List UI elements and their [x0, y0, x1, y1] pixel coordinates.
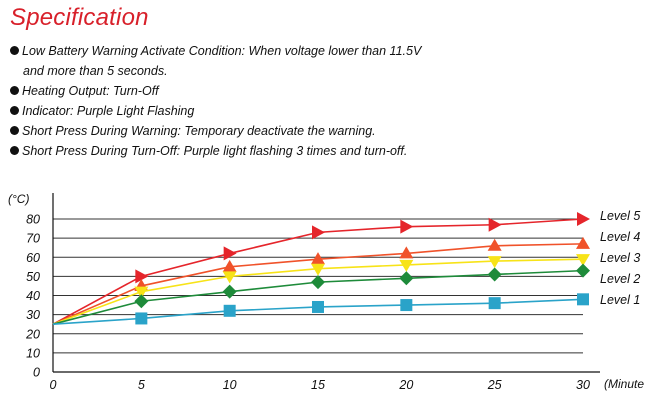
data-point [399, 259, 414, 272]
spec-item: Indicator: Purple Light Flashing [10, 101, 421, 121]
bullet-icon [10, 86, 19, 95]
spec-text: Low Battery Warning Activate Condition: … [22, 44, 422, 58]
x-tick-label: 15 [311, 378, 325, 392]
spec-text: Short Press During Turn-Off: Purple ligh… [22, 144, 408, 158]
spec-item: Heating Output: Turn-Off [10, 81, 421, 101]
data-point [400, 219, 414, 234]
data-point [487, 267, 502, 282]
spec-text: Indicator: Purple Light Flashing [22, 104, 195, 118]
data-point [576, 254, 590, 267]
data-point [134, 294, 149, 309]
y-axis-label: (°C) [8, 192, 29, 206]
x-tick-label: 10 [223, 378, 237, 392]
spec-text: Heating Output: Turn-Off [22, 84, 159, 98]
bullet-icon [10, 106, 19, 115]
spec-item: Short Press During Warning: Temporary de… [10, 121, 421, 141]
data-point [222, 271, 237, 284]
data-point [135, 269, 149, 284]
spec-item-continuation: and more than 5 seconds. [10, 61, 421, 81]
data-point [134, 286, 149, 299]
data-point [135, 312, 148, 325]
page-title: Specification [10, 4, 149, 31]
data-point [222, 284, 237, 299]
data-point [312, 225, 325, 240]
data-point [577, 293, 589, 306]
bullet-icon [10, 46, 19, 55]
x-tick-label: 30 [576, 378, 590, 392]
data-point [488, 217, 502, 232]
x-tick-label: 5 [138, 378, 145, 392]
spec-item: Short Press During Turn-Off: Purple ligh… [10, 141, 421, 161]
data-point [223, 304, 236, 317]
spec-item: Low Battery Warning Activate Condition: … [10, 41, 421, 61]
data-point [487, 238, 502, 251]
data-point [400, 299, 413, 312]
data-point [311, 275, 325, 290]
data-point [399, 246, 414, 259]
y-tick-label: 50 [26, 270, 40, 284]
y-tick-label: 70 [26, 232, 40, 246]
y-tick-label: 20 [25, 327, 40, 341]
x-tick-label: 0 [50, 378, 57, 392]
data-point [311, 252, 325, 265]
data-point [311, 263, 325, 276]
spec-text: and more than 5 seconds. [23, 64, 168, 78]
bullet-icon [10, 126, 19, 135]
data-point [576, 263, 590, 278]
spec-list: Low Battery Warning Activate Condition: … [10, 41, 421, 161]
data-point [223, 246, 237, 261]
data-point [222, 259, 237, 272]
data-point [577, 212, 590, 226]
series-label: Level 3 [600, 251, 640, 265]
spec-text: Short Press During Warning: Temporary de… [22, 124, 376, 138]
bullet-icon [10, 146, 19, 155]
data-point [576, 236, 590, 249]
data-point [312, 300, 324, 313]
y-tick-label: 80 [26, 213, 40, 227]
y-tick-label: 60 [26, 251, 40, 265]
y-tick-label: 10 [26, 346, 40, 360]
y-tick-label: 30 [26, 308, 40, 322]
x-axis-label: (Minute [604, 377, 644, 391]
series-label: Level 4 [600, 230, 640, 244]
series-label: Level 5 [600, 209, 640, 223]
x-tick-label: 20 [398, 378, 413, 392]
y-tick-label: 0 [33, 366, 40, 380]
x-tick-label: 25 [487, 378, 502, 392]
data-point [488, 297, 501, 310]
data-point [487, 256, 502, 269]
y-tick-label: 40 [26, 289, 40, 303]
data-point [399, 271, 414, 286]
series-label: Level 2 [600, 272, 640, 286]
series-label: Level 1 [600, 293, 640, 307]
